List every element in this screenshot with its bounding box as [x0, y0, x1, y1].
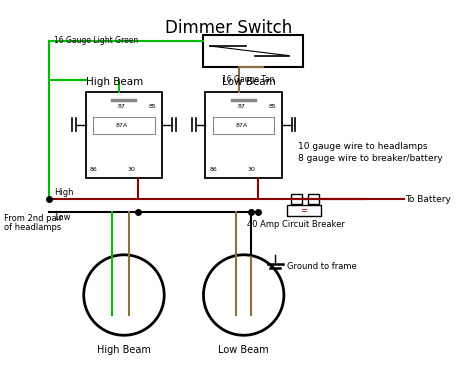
- Text: 30: 30: [128, 167, 136, 172]
- Text: High Beam: High Beam: [86, 77, 143, 87]
- Text: 85: 85: [268, 104, 276, 109]
- Bar: [86, 92, 162, 178]
- Text: 40 Amp Circuit Breaker: 40 Amp Circuit Breaker: [247, 220, 345, 229]
- Bar: [308, 195, 319, 204]
- Text: From 2nd pair: From 2nd pair: [4, 214, 63, 223]
- Text: of headlamps: of headlamps: [4, 223, 62, 232]
- Bar: [205, 92, 282, 178]
- Text: =: =: [301, 206, 308, 215]
- Text: 87A: 87A: [236, 123, 248, 128]
- Text: Low: Low: [54, 213, 71, 222]
- Text: 86: 86: [90, 167, 97, 172]
- Text: 87: 87: [238, 104, 246, 109]
- Text: 16 Gauge Light Green: 16 Gauge Light Green: [54, 36, 138, 46]
- Text: 8 gauge wire to breaker/battery: 8 gauge wire to breaker/battery: [298, 154, 443, 163]
- Text: 16 Gauge Tan: 16 Gauge Tan: [222, 75, 274, 84]
- Bar: [291, 195, 302, 204]
- Text: 30: 30: [247, 167, 255, 172]
- Text: High Beam: High Beam: [97, 345, 151, 355]
- Bar: [287, 205, 321, 216]
- Text: 86: 86: [209, 167, 217, 172]
- Text: Low Beam: Low Beam: [221, 77, 275, 87]
- Text: To Battery: To Battery: [406, 195, 451, 204]
- Text: High: High: [54, 188, 73, 197]
- Circle shape: [84, 255, 164, 335]
- Text: 10 gauge wire to headlamps: 10 gauge wire to headlamps: [298, 142, 428, 151]
- Bar: [213, 117, 274, 134]
- Text: Dimmer Switch: Dimmer Switch: [165, 19, 292, 37]
- Text: Low Beam: Low Beam: [219, 345, 269, 355]
- Bar: [93, 117, 155, 134]
- Text: 85: 85: [149, 104, 156, 109]
- Bar: [202, 35, 303, 67]
- Text: 87: 87: [118, 104, 126, 109]
- Text: Ground to frame: Ground to frame: [287, 262, 356, 271]
- Circle shape: [203, 255, 284, 335]
- Text: 87A: 87A: [116, 123, 128, 128]
